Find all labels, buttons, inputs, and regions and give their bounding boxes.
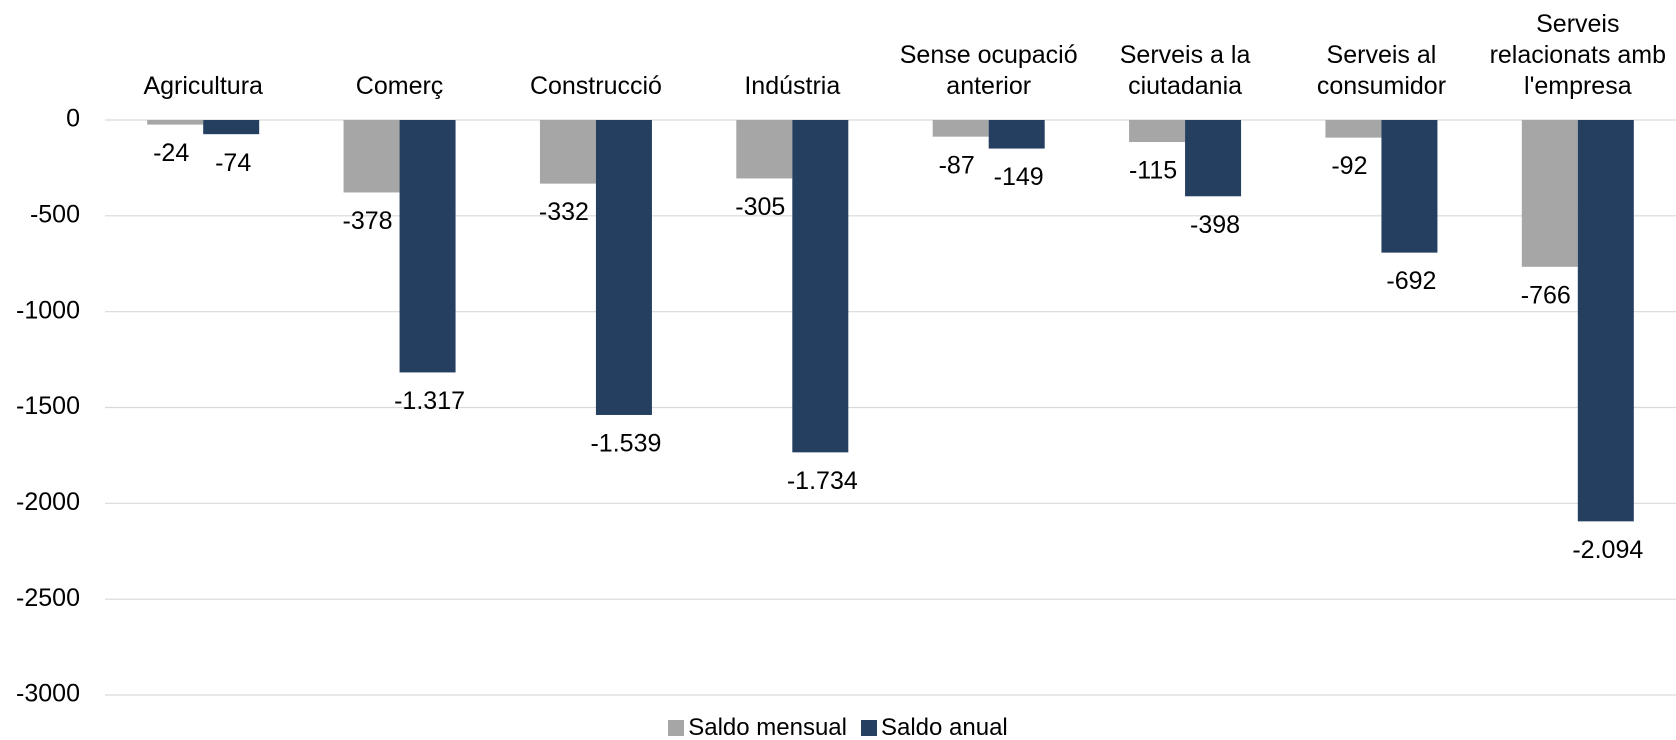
- value-label: -149: [994, 163, 1044, 191]
- legend: Saldo mensual Saldo anual: [0, 714, 1676, 740]
- bar: [1185, 120, 1242, 197]
- bar: [1381, 120, 1438, 253]
- bar: [147, 120, 204, 125]
- bar: [1325, 120, 1382, 138]
- y-tick-label: -3000: [16, 680, 80, 708]
- value-label: -332: [539, 198, 589, 226]
- y-tick-label: -1500: [16, 392, 80, 420]
- x-tick-label: Construcció: [529, 72, 662, 100]
- bar: [539, 120, 596, 184]
- x-tick-label: Comerç: [355, 72, 444, 100]
- bar: [399, 120, 456, 373]
- value-label: -766: [1521, 281, 1571, 309]
- value-label: -1.539: [590, 430, 661, 458]
- x-tick-label: Sense ocupació anterior: [899, 41, 1078, 100]
- value-label: -378: [343, 207, 393, 235]
- value-label: -1.734: [787, 467, 858, 495]
- bar: [203, 120, 260, 135]
- legend-swatch: [668, 720, 685, 736]
- x-tick-label: Serveis relacionats amb l'empresa: [1489, 10, 1667, 100]
- bar: [932, 120, 989, 137]
- bar: [792, 120, 849, 453]
- legend-item: Saldo anual: [860, 714, 1008, 740]
- value-label: -74: [215, 149, 251, 177]
- x-tick-label: Agricultura: [143, 72, 263, 100]
- value-label: -87: [939, 151, 975, 179]
- bar: [1521, 120, 1578, 267]
- x-tick-label: Serveis al consumidor: [1316, 41, 1447, 100]
- y-tick-label: -500: [30, 200, 80, 228]
- value-label: -692: [1386, 267, 1436, 295]
- value-label: -24: [153, 139, 189, 167]
- bar: [595, 120, 652, 415]
- legend-swatch: [860, 720, 877, 736]
- value-label: -1.317: [394, 387, 465, 415]
- value-label: -115: [1129, 157, 1177, 185]
- bar: [736, 120, 793, 179]
- legend-label: Saldo mensual: [688, 714, 847, 740]
- x-tick-label: Serveis a la ciutadania: [1119, 41, 1251, 100]
- bar: [1129, 120, 1186, 143]
- value-label: -305: [735, 193, 785, 221]
- bar: [1577, 120, 1634, 522]
- value-label: -2.094: [1572, 536, 1643, 564]
- y-tick-label: -1000: [16, 296, 80, 324]
- y-tick-label: -2000: [16, 488, 80, 516]
- y-tick-label: 0: [66, 105, 80, 133]
- value-label: -92: [1331, 152, 1367, 180]
- bar: [343, 120, 400, 193]
- legend-item: Saldo mensual: [668, 714, 847, 740]
- x-tick-label: Indústria: [744, 72, 841, 100]
- value-label: -398: [1190, 211, 1240, 239]
- legend-label: Saldo anual: [880, 714, 1008, 740]
- y-tick-label: -2500: [16, 584, 80, 612]
- bar: [988, 120, 1045, 149]
